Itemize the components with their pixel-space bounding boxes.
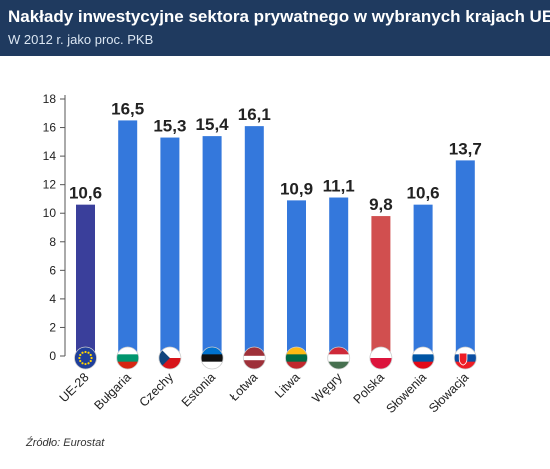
- value-label: 10,6: [69, 184, 102, 203]
- bar: [160, 137, 180, 356]
- flag-rim: [74, 346, 97, 370]
- y-tick-label: 18: [43, 92, 57, 106]
- hungary-flag-icon: [327, 347, 350, 369]
- value-label: 11,1: [323, 177, 355, 196]
- czech-flag-icon: [158, 347, 181, 369]
- source-note: Źródło: Eurostat: [26, 437, 105, 449]
- category-label: Słowacja: [426, 370, 471, 415]
- chart-title: Nakłady inwestycyjne sektora prywatnego …: [8, 7, 550, 26]
- category-label: Litwa: [272, 370, 303, 401]
- flag-rim: [242, 346, 266, 370]
- slovenia-flag-icon: [412, 347, 435, 369]
- y-tick-label: 4: [49, 292, 56, 306]
- category-label: Polska: [351, 370, 387, 406]
- category-label: Słowenia: [383, 370, 429, 416]
- bar: [244, 126, 264, 356]
- category-label: Czechy: [137, 370, 177, 410]
- category-label: Węgry: [309, 370, 345, 406]
- eu-flag-icon: [74, 347, 97, 369]
- value-label: 13,7: [449, 139, 482, 158]
- bar: [455, 160, 475, 356]
- lithuania-flag-icon: [285, 347, 308, 369]
- value-label: 15,3: [153, 117, 186, 136]
- bar: [118, 120, 138, 357]
- bar: [76, 204, 95, 356]
- flag-rim: [327, 346, 351, 370]
- y-tick-label: 14: [43, 149, 57, 163]
- latvia-flag-icon: [243, 347, 266, 369]
- category-label: UE-28: [57, 370, 92, 405]
- value-label: 16,1: [238, 105, 271, 124]
- slovakia-flag-icon: [454, 347, 477, 369]
- bulgaria-flag-icon: [116, 347, 139, 369]
- estonia-flag-icon: [201, 347, 224, 369]
- bar: [413, 204, 433, 356]
- category-label: Bułgaria: [91, 370, 133, 412]
- category-label: Estonia: [179, 370, 218, 409]
- value-label: 9,8: [369, 195, 393, 214]
- category-label: Łotwa: [227, 370, 261, 404]
- y-tick-label: 6: [49, 263, 56, 277]
- value-label: 10,9: [280, 179, 313, 198]
- poland-flag-icon: [369, 347, 392, 369]
- bar: [287, 200, 306, 356]
- flag-rim: [369, 346, 393, 370]
- value-label: 16,5: [111, 99, 144, 118]
- flag-rim: [285, 346, 308, 370]
- bar: [371, 216, 391, 356]
- chart-header: Nakłady inwestycyjne sektora prywatnego …: [0, 0, 550, 56]
- value-label: 10,6: [407, 184, 440, 203]
- y-tick-label: 0: [49, 349, 56, 363]
- flag-rim: [411, 346, 435, 370]
- bar: [202, 136, 222, 356]
- flag-rim: [200, 346, 224, 370]
- y-tick-label: 8: [49, 235, 56, 249]
- y-tick-label: 16: [43, 121, 57, 135]
- flag-rim: [158, 346, 182, 370]
- chart-subtitle: W 2012 r. jako proc. PKB: [8, 32, 154, 47]
- y-tick-label: 10: [43, 206, 57, 220]
- flag-rim: [453, 346, 477, 370]
- flag-rim: [116, 346, 140, 370]
- y-tick-label: 2: [49, 320, 56, 334]
- bar: [329, 197, 349, 356]
- y-tick-label: 12: [43, 178, 57, 192]
- value-label: 15,4: [196, 115, 230, 134]
